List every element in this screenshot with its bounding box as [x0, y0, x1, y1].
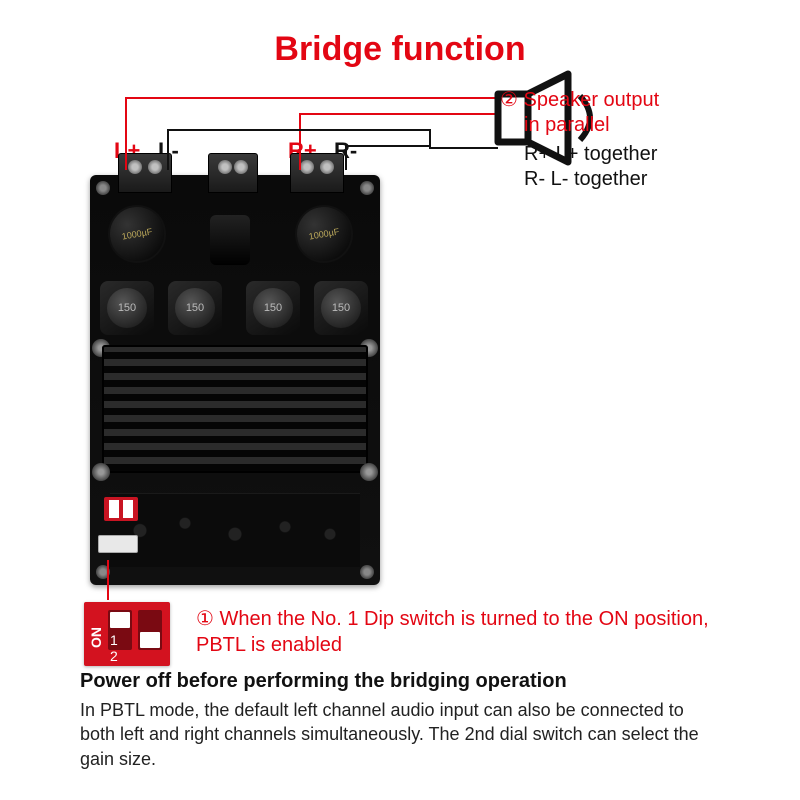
terminal-left-icon [118, 153, 172, 193]
dip-switch-on-board-icon [104, 497, 138, 521]
callout1-text: When the No. 1 Dip switch is turned to t… [196, 608, 709, 656]
dip-switch-enlarged-icon: ON 1 2 [84, 602, 170, 666]
wire-rminus [346, 146, 430, 170]
connector-icon [98, 535, 138, 553]
component-icon [210, 215, 250, 265]
callout2-line2: in parallel [500, 113, 760, 138]
warning-text: Power off before performing the bridging… [80, 670, 720, 693]
inductor-icon: 150 [246, 281, 300, 335]
callout-speaker-output: ② Speaker output in parallel R+ L+ toget… [500, 88, 760, 192]
mount-hole-icon [96, 181, 110, 195]
lower-pcb-area [110, 493, 360, 567]
inductor-icon: 150 [314, 281, 368, 335]
description-text: In PBTL mode, the default left channel a… [80, 698, 720, 771]
callout2-line4: R- L- together [500, 167, 760, 192]
terminal-right-icon [290, 153, 344, 193]
capacitor-icon: 1000µF [290, 200, 357, 267]
standoff-icon [360, 463, 378, 481]
callout2-line1: Speaker output [524, 89, 660, 111]
dip-numbers: 1 2 [110, 632, 170, 664]
inductor-icon: 150 [100, 281, 154, 335]
mount-hole-icon [360, 565, 374, 579]
heatsink-icon [102, 345, 368, 473]
mount-hole-icon [360, 181, 374, 195]
page-title: Bridge function [0, 30, 800, 69]
mount-hole-icon [96, 565, 110, 579]
standoff-icon [92, 463, 110, 481]
capacitor-icon: 1000µF [103, 200, 170, 267]
callout1-marker: ① [196, 608, 214, 630]
inductor-icon: 150 [168, 281, 222, 335]
callout2-marker: ② [500, 89, 518, 111]
callout-dip-switch: ① When the No. 1 Dip switch is turned to… [196, 606, 716, 658]
callout2-line3: R+ L+ together [500, 142, 760, 167]
amplifier-board: 1000µF 1000µF 150 150 150 150 [90, 175, 380, 585]
dip-on-label: ON [88, 627, 104, 648]
terminal-mid-icon [208, 153, 258, 193]
